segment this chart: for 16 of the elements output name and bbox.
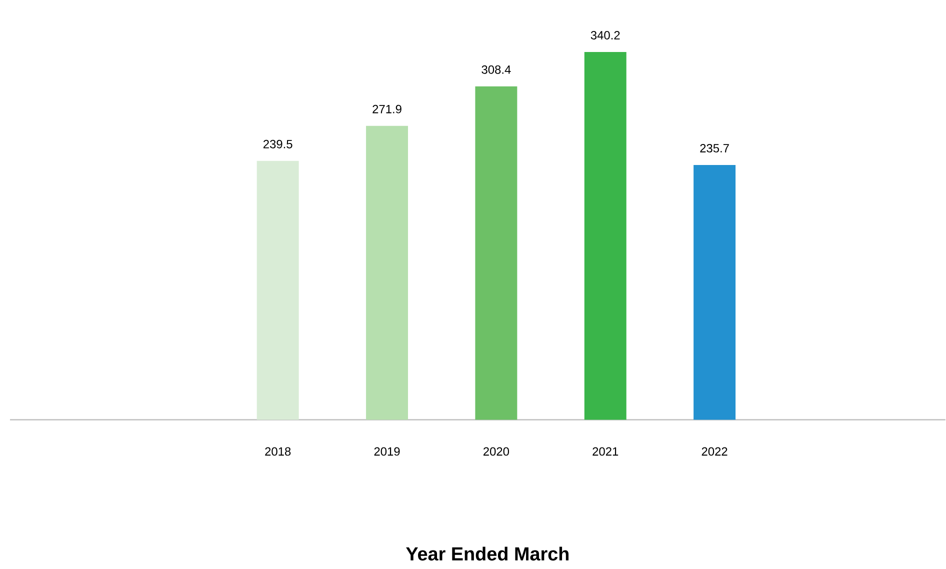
bar (475, 86, 518, 420)
x-axis-title: Year Ended March (406, 546, 569, 561)
x-tick-label: 2019 (374, 447, 400, 456)
x-tick-label: 2018 (265, 447, 291, 456)
bar (584, 52, 626, 420)
data-label: 308.4 (482, 66, 511, 74)
data-label: 239.5 (263, 140, 292, 149)
x-tick-label: 2022 (702, 447, 728, 456)
bar (694, 165, 736, 420)
data-label: 340.2 (590, 31, 620, 40)
bar (256, 161, 299, 420)
x-tick-label: 2021 (592, 447, 618, 456)
data-label: 271.9 (372, 105, 402, 114)
bar (366, 126, 408, 420)
x-tick-label: 2020 (483, 447, 510, 456)
data-label: 235.7 (700, 144, 729, 153)
